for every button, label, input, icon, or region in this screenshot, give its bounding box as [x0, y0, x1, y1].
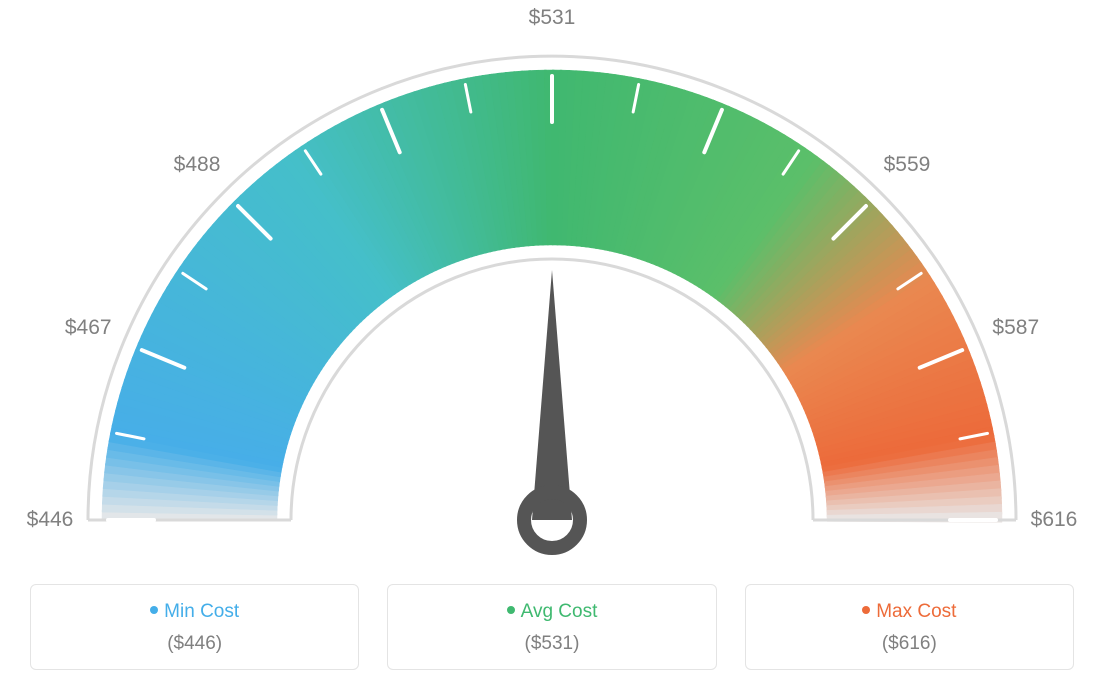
legend-label-avg: Avg Cost	[521, 601, 598, 622]
legend-title-avg: Avg Cost	[398, 601, 705, 623]
legend-title-min: Min Cost	[41, 601, 348, 623]
legend-card-max: Max Cost ($616)	[745, 584, 1074, 670]
tick-label: $446	[27, 508, 74, 532]
legend-value-min: ($446)	[41, 633, 348, 655]
legend-card-min: Min Cost ($446)	[30, 584, 359, 670]
legend-title-max: Max Cost	[756, 601, 1063, 623]
legend-card-avg: Avg Cost ($531)	[387, 584, 716, 670]
gauge-chart: $446 $467 $488 $531 $559 $587 $616	[0, 0, 1104, 570]
legend-row: Min Cost ($446) Avg Cost ($531) Max Cost…	[0, 584, 1104, 670]
gauge-svg	[0, 0, 1104, 570]
dot-max	[862, 606, 870, 614]
legend-value-avg: ($531)	[398, 633, 705, 655]
dot-min	[150, 606, 158, 614]
tick-label: $559	[884, 153, 931, 177]
tick-label: $488	[174, 153, 221, 177]
legend-label-min: Min Cost	[164, 601, 239, 622]
tick-label: $616	[1031, 508, 1078, 532]
legend-value-max: ($616)	[756, 633, 1063, 655]
tick-label: $587	[992, 316, 1039, 340]
tick-label: $531	[529, 6, 576, 30]
legend-label-max: Max Cost	[876, 601, 956, 622]
dot-avg	[507, 606, 515, 614]
tick-label: $467	[65, 316, 112, 340]
